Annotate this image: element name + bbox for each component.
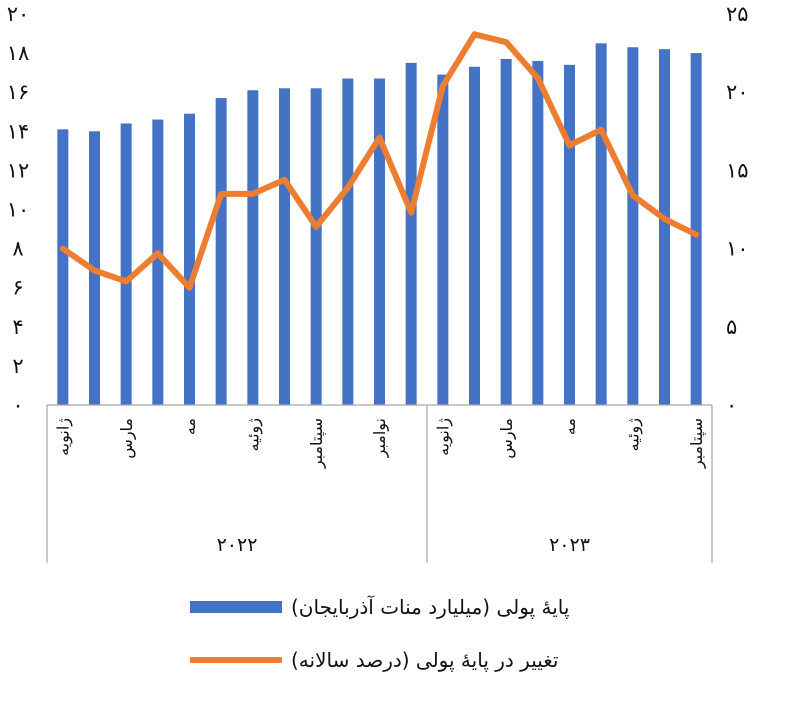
- line-point: [598, 126, 605, 133]
- line-point: [534, 75, 541, 82]
- line-point: [281, 176, 288, 183]
- line-point: [661, 215, 668, 222]
- bar: [627, 47, 639, 406]
- x-tick-label: مه: [180, 418, 199, 435]
- right-axis-tick-label: ۱۰: [726, 237, 749, 261]
- bar: [690, 53, 702, 405]
- bar: [310, 88, 322, 405]
- right-axis-tick-label: ۲۰: [726, 80, 749, 104]
- x-tick-label: مه: [560, 418, 579, 435]
- bar: [437, 74, 449, 405]
- line-point: [154, 250, 161, 257]
- left-axis-tick-label: ۱۴: [7, 119, 30, 143]
- x-tick-label: نوامبر: [370, 418, 390, 458]
- legend-label-bar-series: پایهٔ پولی (میلیارد منات آذربایجان): [291, 595, 570, 619]
- left-axis-tick-label: ۱۶: [7, 80, 30, 104]
- x-tick-label: مارس: [497, 418, 517, 459]
- left-axis-tick-label: ۲: [12, 354, 23, 378]
- bar: [532, 60, 544, 406]
- legend-label-line-series: تغییر در پایهٔ پولی (درصد سالانه): [291, 648, 559, 672]
- bar: [215, 98, 227, 405]
- x-tick-label: ژانویه: [53, 418, 73, 456]
- line-point: [566, 142, 573, 149]
- bar: [57, 129, 69, 405]
- line-point: [439, 82, 446, 89]
- left-axis-tick-label: ۴: [12, 315, 23, 339]
- bar: [374, 78, 385, 405]
- x-tick-label: ژانویه: [433, 418, 453, 456]
- line-point: [344, 184, 351, 191]
- legend-item-line-series: تغییر در پایهٔ پولی (درصد سالانه): [190, 643, 558, 677]
- left-axis-tick-label: ۲۰: [7, 2, 30, 26]
- line-point: [186, 284, 193, 291]
- legend-swatch-line: [190, 657, 282, 663]
- line-point: [471, 31, 478, 38]
- line-point: [218, 190, 225, 197]
- left-axis-tick-label: ۰: [12, 393, 23, 417]
- bar: [659, 49, 670, 405]
- bar: [184, 113, 195, 405]
- left-axis-tick-label: ۶: [12, 276, 23, 300]
- bar: [342, 78, 354, 405]
- legend-swatch-bar: [190, 601, 282, 613]
- bar: [595, 43, 607, 405]
- legend-item-bar-series: پایهٔ پولی (میلیارد منات آذربایجان): [190, 590, 569, 624]
- left-axis-tick-label: ۸: [12, 237, 23, 261]
- line-point: [91, 267, 98, 274]
- line-point: [376, 134, 383, 141]
- right-axis-tick-label: ۰: [726, 393, 737, 417]
- bar: [500, 58, 512, 406]
- x-tick-label: سپتامبر: [687, 418, 707, 469]
- line-series-group: [59, 31, 700, 291]
- bar: [247, 90, 259, 406]
- line-point: [59, 245, 66, 252]
- left-axis-tick-label: ۱۲: [7, 158, 30, 182]
- x-group-label: ۲۰۲۳: [549, 534, 590, 556]
- x-group-label: ۲۰۲۲: [217, 534, 258, 556]
- line-point: [249, 190, 256, 197]
- line-point: [503, 39, 510, 46]
- bar-series: [57, 43, 702, 406]
- x-tick-label: ژوئیه: [623, 418, 643, 452]
- left-axis-tick-label: ۱۰: [7, 198, 30, 222]
- bar: [152, 119, 164, 405]
- line-point: [123, 278, 130, 285]
- bar: [279, 88, 290, 405]
- line-point: [408, 209, 415, 216]
- left-axis-tick-label: ۱۸: [7, 41, 30, 65]
- right-axis-tick-label: ۲۵: [726, 2, 749, 26]
- line-point: [313, 223, 320, 230]
- x-tick-label: مارس: [117, 418, 137, 459]
- x-tick-label: ژوئیه: [243, 418, 263, 452]
- line-point: [693, 231, 700, 238]
- bar: [469, 66, 480, 405]
- bar: [405, 62, 417, 405]
- chart-plot: ۲۰۲۲ ۲۰۲۳ ژانویه مارس مه ژوئیه سپتامبر نوامبر ژا…: [7, 2, 749, 563]
- x-tick-label: سپتامبر: [307, 418, 327, 469]
- right-axis-tick-label: ۵: [726, 315, 737, 339]
- right-axis-tick-label: ۱۵: [726, 158, 749, 182]
- line-point: [629, 192, 636, 199]
- bar: [120, 123, 132, 405]
- bar: [564, 64, 575, 405]
